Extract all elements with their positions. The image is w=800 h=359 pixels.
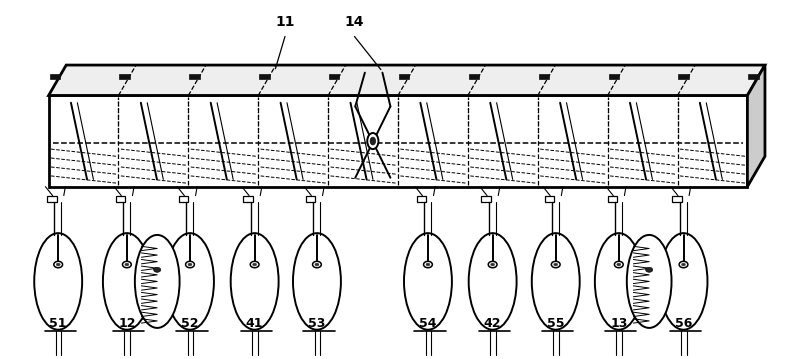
Ellipse shape: [682, 263, 686, 266]
Ellipse shape: [103, 233, 151, 330]
Bar: [116, 196, 126, 202]
Ellipse shape: [423, 261, 432, 268]
Ellipse shape: [188, 263, 192, 266]
Text: 11: 11: [275, 15, 294, 29]
Ellipse shape: [627, 235, 671, 328]
Polygon shape: [747, 65, 765, 187]
Ellipse shape: [253, 263, 257, 266]
Ellipse shape: [56, 263, 60, 266]
Bar: [417, 196, 426, 202]
Ellipse shape: [186, 261, 194, 268]
Ellipse shape: [122, 261, 131, 268]
Ellipse shape: [532, 233, 580, 330]
Bar: [306, 196, 315, 202]
Text: 12: 12: [118, 317, 136, 330]
Bar: [119, 74, 130, 79]
Bar: [178, 196, 188, 202]
Text: 13: 13: [610, 317, 627, 330]
Bar: [545, 196, 554, 202]
Ellipse shape: [370, 137, 376, 145]
Ellipse shape: [551, 261, 560, 268]
Ellipse shape: [166, 233, 214, 330]
Bar: [608, 196, 618, 202]
Ellipse shape: [554, 263, 558, 266]
Text: 42: 42: [484, 317, 502, 330]
Ellipse shape: [426, 263, 430, 266]
Bar: [469, 74, 479, 79]
Text: 56: 56: [675, 317, 692, 330]
Bar: [259, 74, 270, 79]
Ellipse shape: [367, 133, 378, 149]
Ellipse shape: [135, 235, 179, 328]
Text: 55: 55: [547, 317, 565, 330]
Bar: [47, 196, 57, 202]
Bar: [482, 196, 491, 202]
Text: 52: 52: [182, 317, 198, 330]
Text: 41: 41: [246, 317, 263, 330]
Bar: [190, 74, 200, 79]
Bar: [399, 74, 410, 79]
Ellipse shape: [313, 261, 322, 268]
Ellipse shape: [315, 263, 319, 266]
Ellipse shape: [54, 261, 62, 268]
Ellipse shape: [125, 263, 129, 266]
Ellipse shape: [490, 263, 494, 266]
Text: 51: 51: [50, 317, 67, 330]
Ellipse shape: [488, 261, 497, 268]
Bar: [748, 74, 758, 79]
Text: 54: 54: [419, 317, 437, 330]
Bar: [672, 196, 682, 202]
Ellipse shape: [595, 233, 642, 330]
Text: 53: 53: [308, 317, 326, 330]
Ellipse shape: [469, 233, 517, 330]
Ellipse shape: [293, 233, 341, 330]
Bar: [243, 196, 253, 202]
Bar: [329, 74, 339, 79]
Text: 14: 14: [345, 15, 364, 29]
Ellipse shape: [154, 267, 161, 272]
Ellipse shape: [617, 263, 621, 266]
Ellipse shape: [230, 233, 278, 330]
Bar: [678, 74, 689, 79]
Ellipse shape: [250, 261, 259, 268]
Ellipse shape: [646, 267, 653, 272]
Polygon shape: [49, 65, 765, 95]
Ellipse shape: [659, 233, 707, 330]
Ellipse shape: [34, 233, 82, 330]
Bar: [50, 74, 60, 79]
Bar: [538, 74, 549, 79]
Ellipse shape: [404, 233, 452, 330]
Bar: [49, 95, 747, 187]
Bar: [609, 74, 619, 79]
Ellipse shape: [614, 261, 623, 268]
Ellipse shape: [679, 261, 688, 268]
